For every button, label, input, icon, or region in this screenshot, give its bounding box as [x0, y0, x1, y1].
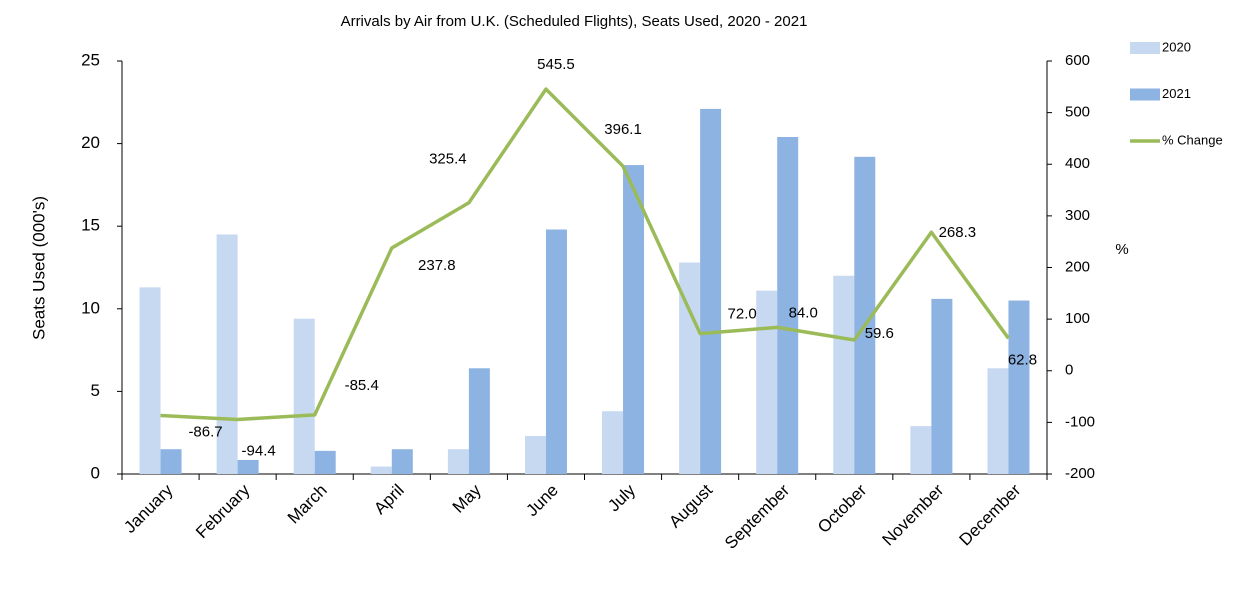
data-label: 59.6 [865, 325, 894, 342]
y-tick-label: 20 [81, 133, 100, 152]
line [160, 87, 1010, 422]
y2-tick-label: -100 [1065, 413, 1095, 430]
bar [447, 449, 469, 474]
y2-axis-title: % [1115, 241, 1128, 258]
data-label: -85.4 [345, 377, 379, 394]
bar [679, 262, 701, 474]
bar [293, 318, 315, 474]
y-tick-label: 5 [91, 381, 100, 400]
x-tick-label: August [665, 480, 716, 531]
bar [1008, 300, 1030, 474]
data-label: 268.3 [939, 224, 977, 241]
x-tick-label: July [604, 480, 639, 515]
data-label: -94.4 [242, 442, 276, 459]
bar [931, 298, 953, 474]
y-tick-label: 25 [81, 50, 100, 69]
y2-tick-label: 200 [1065, 258, 1090, 275]
bar [468, 368, 490, 474]
bar [524, 436, 546, 474]
bar [910, 426, 932, 474]
x-tick-label: September [721, 480, 793, 552]
bar [777, 136, 799, 474]
bar [545, 229, 567, 474]
legend-label: % Change [1162, 132, 1223, 147]
bar [623, 165, 645, 475]
bar [833, 275, 855, 474]
bar [700, 108, 722, 475]
legend-swatch [1130, 42, 1160, 54]
x-tick-label: February [192, 480, 254, 542]
x-tick-label: October [814, 480, 870, 536]
bar [391, 449, 413, 474]
data-label: -86.7 [188, 423, 222, 440]
bar [160, 449, 182, 474]
data-label: 62.8 [1008, 351, 1037, 368]
x-tick-label: April [370, 481, 407, 518]
bar [216, 234, 238, 474]
bar [602, 411, 624, 474]
bar [370, 466, 392, 474]
x-tick-label: May [449, 480, 485, 516]
legend-label: 2020 [1162, 39, 1191, 54]
bar [854, 156, 876, 475]
bar [987, 368, 1009, 474]
y-tick-label: 15 [81, 216, 100, 235]
data-label: 237.8 [418, 257, 456, 274]
bar [314, 450, 336, 474]
y2-tick-label: -200 [1065, 465, 1095, 482]
chart-title: Arrivals by Air from U.K. (Scheduled Fli… [341, 13, 808, 30]
data-label: 84.0 [789, 304, 818, 321]
data-label: 72.0 [728, 306, 757, 323]
legend-swatch [1130, 88, 1160, 101]
x-tick-label: December [956, 480, 1025, 549]
x-tick-label: November [878, 480, 947, 549]
bar [756, 290, 778, 474]
y2-tick-label: 0 [1065, 362, 1073, 379]
x-tick-label: June [522, 481, 562, 521]
y2-tick-label: 600 [1065, 52, 1090, 69]
y2-tick-label: 100 [1065, 310, 1090, 327]
data-label: 396.1 [604, 121, 642, 138]
x-tick-label: January [120, 480, 177, 537]
data-label: 325.4 [429, 151, 467, 168]
bar [139, 287, 161, 474]
y2-tick-label: 300 [1065, 207, 1090, 224]
data-label: 545.5 [537, 56, 575, 73]
y2-tick-label: 500 [1065, 104, 1090, 121]
legend-label: 2021 [1162, 86, 1191, 101]
x-tick-label: March [284, 481, 331, 528]
y-tick-label: 10 [81, 298, 100, 317]
bar [237, 459, 259, 474]
y2-tick-label: 400 [1065, 155, 1090, 172]
y-axis-title: Seats Used (000's) [29, 196, 48, 340]
y-tick-label: 0 [91, 463, 100, 482]
